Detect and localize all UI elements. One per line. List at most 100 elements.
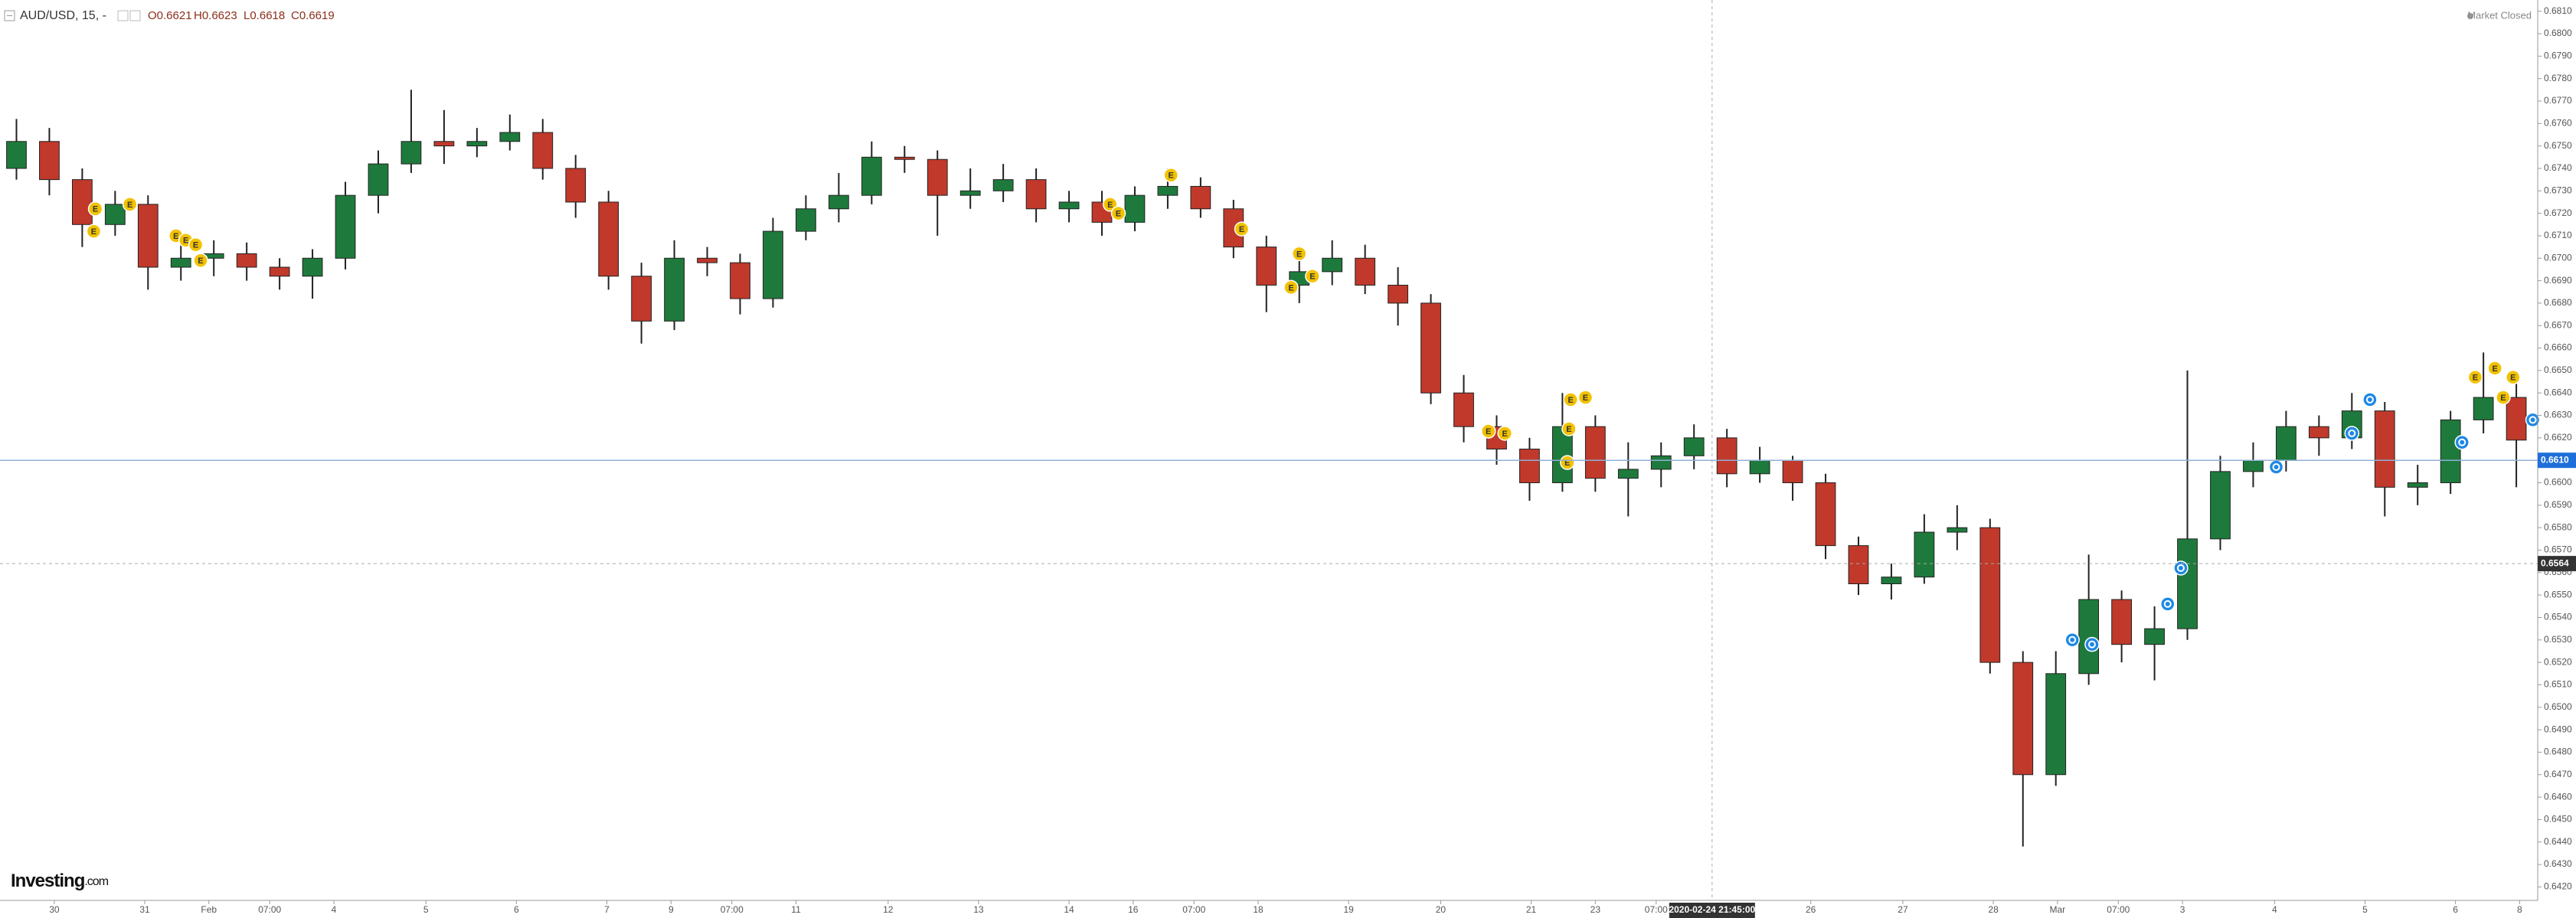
market-status: Market Closed bbox=[2467, 9, 2532, 21]
y-tick-label: 0.6750 bbox=[2544, 140, 2572, 151]
y-tick-label: 0.6550 bbox=[2544, 589, 2572, 599]
event-label: E bbox=[198, 256, 203, 266]
y-tick-label: 0.6580 bbox=[2544, 521, 2572, 532]
settings-icon[interactable] bbox=[117, 10, 129, 21]
x-tick-label: 19 bbox=[1343, 904, 1354, 915]
y-tick-label: 0.6620 bbox=[2544, 432, 2572, 443]
event-label: E bbox=[183, 237, 188, 246]
crosshair-y-box bbox=[2538, 556, 2576, 572]
event-icon bbox=[2272, 462, 2280, 471]
y-tick-label: 0.6490 bbox=[2544, 724, 2572, 734]
candle-body bbox=[2111, 599, 2133, 645]
event-label: E bbox=[127, 201, 132, 210]
event-label: E bbox=[2473, 374, 2478, 383]
candle-body bbox=[1420, 302, 1441, 394]
event-marker bbox=[1283, 279, 1299, 296]
event-label: E bbox=[1239, 225, 1244, 234]
event-marker bbox=[2344, 426, 2360, 441]
candle-body bbox=[2506, 397, 2527, 441]
event-label: E bbox=[2510, 374, 2516, 383]
x-tick-label: 31 bbox=[139, 904, 150, 915]
event-marker bbox=[1291, 246, 1307, 262]
candle-body bbox=[2078, 599, 2100, 675]
candle-body bbox=[1190, 185, 1211, 210]
x-tick-label: 20 bbox=[1436, 904, 1447, 915]
candle-body bbox=[1124, 194, 1146, 223]
crosshair-x-label: 2020-02-24 21:45:00 bbox=[1669, 904, 1755, 915]
event-label: E bbox=[1309, 273, 1315, 282]
candle-body bbox=[631, 276, 652, 322]
candle-body bbox=[499, 132, 521, 142]
event-marker bbox=[2525, 412, 2541, 428]
x-tick-label: 07:00 bbox=[258, 904, 281, 915]
x-tick-label: 07:00 bbox=[2107, 904, 2130, 915]
x-tick-label: 26 bbox=[1806, 904, 1816, 915]
event-marker bbox=[87, 201, 103, 217]
y-tick-label: 0.6640 bbox=[2544, 387, 2572, 397]
event-label: E bbox=[1566, 425, 1571, 434]
y-tick-label: 0.6630 bbox=[2544, 410, 2572, 420]
event-marker bbox=[1110, 205, 1126, 221]
y-tick-label: 0.6500 bbox=[2544, 701, 2572, 712]
y-tick-label: 0.6600 bbox=[2544, 477, 2572, 488]
candle-body bbox=[269, 266, 290, 277]
candle-body bbox=[861, 156, 882, 196]
event-icon bbox=[2163, 599, 2172, 608]
event-label: E bbox=[2500, 394, 2506, 403]
y-tick-label: 0.6800 bbox=[2544, 28, 2572, 38]
event-marker bbox=[1163, 167, 1178, 183]
event-marker bbox=[1561, 421, 1577, 436]
crosshair-x-box bbox=[1669, 903, 1755, 918]
symbol-title: AUD/USD, 15, - bbox=[20, 9, 106, 22]
y-tick-label: 0.6760 bbox=[2544, 117, 2572, 128]
candle-body bbox=[2473, 397, 2494, 420]
event-marker bbox=[2454, 434, 2470, 450]
y-tick-label: 0.6470 bbox=[2544, 769, 2572, 779]
candle-body bbox=[1815, 482, 1836, 547]
y-tick-label: 0.6520 bbox=[2544, 656, 2572, 667]
event-icon bbox=[2348, 430, 2356, 438]
x-tick-label: 6 bbox=[2453, 904, 2458, 915]
candle-body bbox=[1947, 527, 1968, 533]
candle-body bbox=[1914, 531, 1935, 578]
candle-body bbox=[532, 132, 554, 169]
candle-body bbox=[1716, 437, 1737, 475]
event-label: E bbox=[2492, 364, 2497, 374]
ohlc-low: L0.6618 bbox=[244, 9, 285, 22]
candle-body bbox=[1256, 247, 1277, 286]
candle-body bbox=[1388, 284, 1408, 304]
event-marker bbox=[1497, 426, 1512, 441]
candle-body bbox=[6, 141, 27, 169]
event-marker bbox=[1577, 390, 1594, 405]
candle-body bbox=[433, 141, 455, 147]
candle-body bbox=[959, 190, 981, 196]
x-tick-label: 5 bbox=[2362, 904, 2368, 915]
candle-body bbox=[1157, 185, 1178, 196]
candle-body bbox=[763, 230, 783, 299]
event-label: E bbox=[91, 227, 96, 237]
candle-body bbox=[1355, 257, 1376, 286]
candle-body bbox=[1584, 426, 1606, 479]
close-icon[interactable] bbox=[129, 10, 141, 21]
candle-body bbox=[1617, 469, 1639, 479]
candle-body bbox=[2045, 673, 2067, 776]
event-marker bbox=[1305, 268, 1320, 284]
x-tick-label: Feb bbox=[201, 904, 217, 915]
x-tick-label: 5 bbox=[423, 904, 429, 915]
candle-body bbox=[2308, 426, 2329, 439]
event-marker bbox=[2268, 459, 2284, 475]
candle-body bbox=[2012, 662, 2034, 776]
candle-body bbox=[1979, 527, 2001, 663]
event-label: E bbox=[173, 232, 178, 241]
x-tick-label: 4 bbox=[2272, 904, 2277, 915]
event-label: E bbox=[193, 241, 198, 250]
collapse-icon[interactable] bbox=[4, 10, 15, 21]
status-dot bbox=[2467, 13, 2473, 19]
y-tick-label: 0.6460 bbox=[2544, 791, 2572, 802]
candle-body bbox=[368, 163, 389, 196]
event-icon bbox=[2176, 564, 2185, 572]
x-tick-label: 07:00 bbox=[1182, 904, 1205, 915]
last-price-label: 0.6610 bbox=[2541, 454, 2569, 465]
